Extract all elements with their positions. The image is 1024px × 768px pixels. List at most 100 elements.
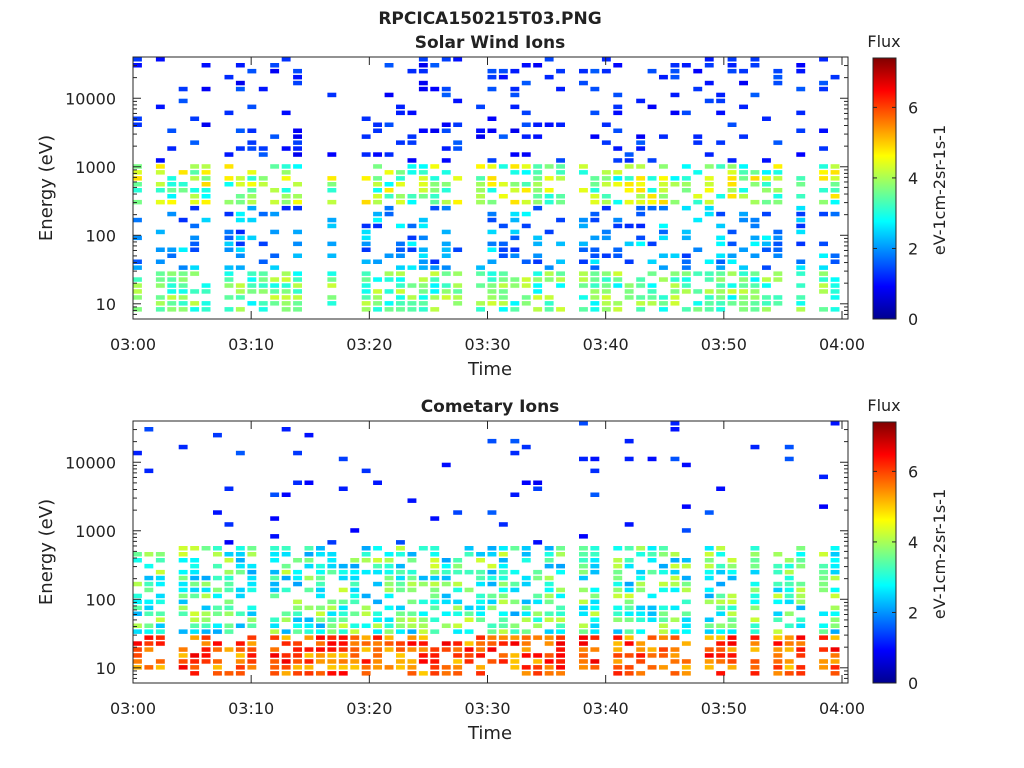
spectrogram-cell [556,671,565,676]
spectrogram-cell [659,653,668,658]
spectrogram-cell [510,92,520,98]
spectrogram-cell [704,599,714,605]
spectrogram-cell [727,629,737,634]
spectrogram-cell [659,74,668,80]
spectrogram-cell [830,182,840,187]
spectrogram-cell [819,80,828,86]
spectrogram-cell [521,605,531,611]
spectrogram-cell [396,289,405,294]
colorbar-tick-label: 2 [908,603,918,622]
y-axis-label: Energy (eV) [36,499,57,605]
spectrogram-cell [338,665,348,670]
spectrogram-cell [293,301,302,306]
spectrogram-cell [659,587,668,593]
spectrogram-cell [819,164,828,169]
spectrogram-cell [670,74,680,80]
spectrogram-cell [498,623,508,628]
spectrogram-cell [327,558,337,563]
spectrogram-cell [373,301,382,306]
spectrogram-cell [510,450,520,456]
figure-title: RPCICA150215T03.PNG [378,9,601,29]
spectrogram-cell [681,271,691,276]
spectrogram-cell [155,575,165,581]
spectrogram-cell [670,581,680,587]
spectrogram-cell [155,271,165,276]
spectrogram-cell [579,188,588,193]
spectrogram-cell [281,271,291,276]
spectrogram-cell [384,635,394,640]
spectrogram-cell [819,176,828,181]
spectrogram-cell [396,641,405,646]
spectrogram-cell [167,211,177,217]
spectrogram-cell [544,641,554,646]
spectrogram-cell [613,653,623,658]
spectrogram-cell [418,194,428,199]
spectrogram-cell [727,63,737,68]
spectrogram-cell [498,599,508,605]
spectrogram-cell [178,552,188,557]
spectrogram-cell [681,641,691,646]
spectrogram-cell [190,653,200,658]
spectrogram-cell [407,199,417,205]
spectrogram-cell [796,265,806,270]
spectrogram-cell [167,307,177,312]
spectrogram-cell [533,635,543,640]
spectrogram-cell [601,295,611,300]
spectrogram-cell [590,199,600,205]
spectrogram-cell [293,647,302,652]
spectrogram-cell [247,68,257,74]
spectrogram-cell [396,223,405,229]
spectrogram-cell [441,575,451,581]
spectrogram-cell [659,629,668,634]
spectrogram-cell [133,235,142,241]
spectrogram-cell [235,283,245,288]
spectrogram-cell [350,665,360,670]
spectrogram-cell [750,271,760,276]
spectrogram-cell [670,569,680,575]
spectrogram-cell [544,617,554,622]
spectrogram-cell [133,653,142,658]
spectrogram-cell [510,623,520,628]
spectrogram-cell [418,259,428,264]
spectrogram-cell [178,301,188,306]
spectrogram-cell [487,546,497,551]
spectrogram-cell [601,301,611,306]
spectrogram-cell [716,635,726,640]
spectrogram-cell [659,665,668,670]
spectrogram-cell [750,277,760,282]
spectrogram-cell [762,247,771,252]
spectrogram-cell [659,581,668,587]
spectrogram-cell [384,581,394,587]
spectrogram-cell [670,271,680,276]
spectrogram-cell [636,188,646,193]
spectrogram-cell [727,617,737,622]
spectrogram-cell [819,277,828,282]
spectrogram-cell [704,289,714,294]
spectrogram-cell [270,283,280,288]
spectrogram-cell [247,199,257,205]
spectrogram-cell [659,563,668,569]
spectrogram-cell [293,480,302,485]
spectrogram-cell [590,599,600,605]
spectrogram-cell [579,599,588,605]
spectrogram-cell [396,647,405,652]
spectrogram-cell [590,301,600,306]
spectrogram-cell [613,593,623,599]
spectrogram-cell [830,569,840,575]
spectrogram-cell [373,599,382,605]
spectrogram-cell [521,182,531,187]
spectrogram-cell [613,569,623,575]
spectrogram-cell [155,617,165,622]
spectrogram-cell [636,98,646,104]
spectrogram-cell [201,217,211,223]
spectrogram-cell [453,558,463,563]
spectrogram-cell [613,635,623,640]
spectrogram-cell [704,647,714,652]
spectrogram-cell [556,629,565,634]
spectrogram-cell [190,116,200,121]
spectrogram-cell [235,569,245,575]
spectrogram-cell [373,611,382,616]
spectrogram-cell [819,170,828,175]
spectrogram-cell [590,492,600,497]
spectrogram-cell [704,63,714,68]
